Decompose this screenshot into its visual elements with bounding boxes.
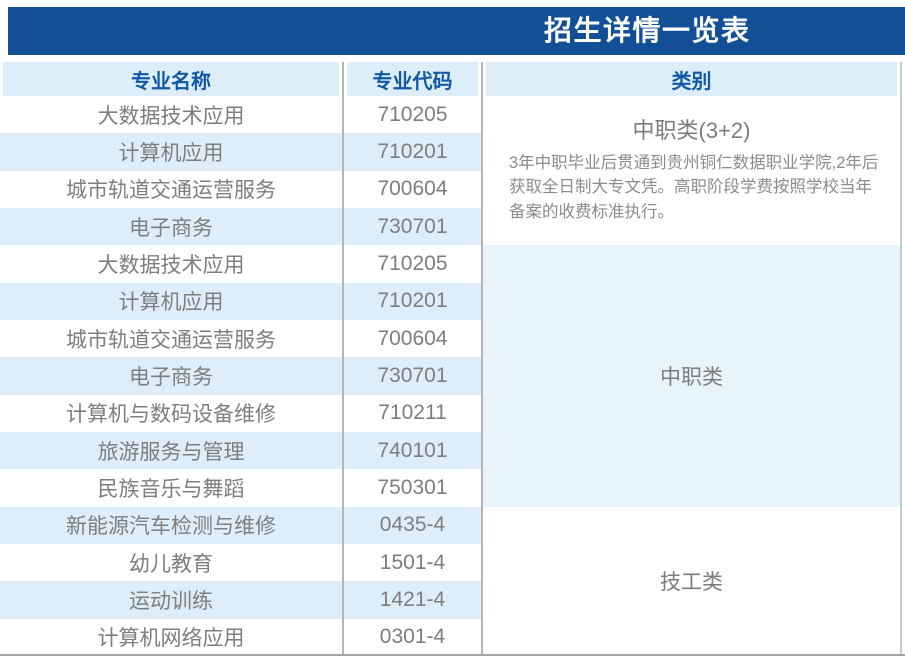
category-cell: 中职类	[481, 245, 901, 507]
table-row: 大数据技术应用 710205 中职类(3+2) 3年中职毕业后贯通到贵州铜仁数据职业学…	[0, 96, 901, 246]
category-label: 技工类	[660, 571, 723, 595]
table-row: 电子商务 730701	[0, 357, 901, 395]
major-code-cell: 730701	[342, 357, 482, 395]
column-header-major-code: 专业代码	[342, 62, 482, 96]
major-name-cell: 幼儿教育	[0, 543, 343, 582]
major-name-cell: 计算机与数码设备维修	[0, 394, 343, 432]
category-cell: 中职类(3+2) 3年中职毕业后贯通到贵州铜仁数据职业学院,2年后获取全日制大专文…	[481, 96, 901, 246]
major-name-cell: 电子商务	[0, 357, 343, 395]
table-row: 大数据技术应用 710205 中职类	[0, 245, 901, 507]
major-code-cell: 1501-4	[342, 543, 482, 582]
major-code-cell: 700604	[342, 170, 482, 208]
category-description: 3年中职毕业后贯通到贵州铜仁数据职业学院,2年后获取全日制大专文凭。高职阶段学费…	[509, 153, 879, 221]
table-row: 城市轨道交通运营服务 700604	[0, 170, 901, 208]
table-row: 运动训练 1421-4	[0, 581, 901, 619]
major-code-cell: 750301	[342, 469, 482, 507]
major-code-cell: 710205	[342, 96, 482, 134]
table-row: 计算机应用 710201	[0, 282, 901, 320]
major-name-cell: 运动训练	[0, 581, 343, 619]
table-row: 计算机与数码设备维修 710211	[0, 394, 901, 432]
major-code-cell: 710201	[342, 133, 482, 171]
page-title: 招生详情一览表	[544, 15, 751, 46]
category-cell: 技工类	[481, 506, 901, 656]
category-label: 中职类(3+2)	[632, 117, 751, 143]
major-code-cell: 710211	[342, 394, 482, 432]
major-code-cell: 0301-4	[342, 618, 482, 656]
major-name-cell: 民族音乐与舞蹈	[0, 469, 343, 507]
major-code-cell: 700604	[342, 319, 482, 358]
table-row: 幼儿教育 1501-4	[0, 543, 901, 582]
table-bottom-border	[0, 654, 905, 656]
header-row: 专业名称 专业代码 类别	[0, 62, 901, 96]
major-name-cell: 新能源汽车检测与维修	[0, 506, 343, 544]
major-name-cell: 城市轨道交通运营服务	[0, 170, 343, 208]
major-name-cell: 大数据技术应用	[0, 245, 343, 283]
major-code-cell: 740101	[342, 431, 482, 470]
major-name-cell: 旅游服务与管理	[0, 431, 343, 470]
category-label: 中职类	[660, 365, 723, 389]
table-row: 民族音乐与舞蹈 750301	[0, 469, 901, 507]
table-row: 旅游服务与管理 740101	[0, 431, 901, 470]
table-row: 电子商务 730701	[0, 207, 901, 246]
title-bar: 招生详情一览表	[8, 7, 905, 55]
major-name-cell: 电子商务	[0, 207, 343, 246]
table-row: 计算机应用 710201	[0, 133, 901, 171]
column-header-category: 类别	[481, 62, 901, 96]
major-name-cell: 计算机网络应用	[0, 618, 343, 656]
table-row: 新能源汽车检测与维修 0435-4 技工类	[0, 506, 901, 656]
major-name-cell: 大数据技术应用	[0, 96, 343, 134]
major-code-cell: 710201	[342, 282, 482, 320]
major-name-cell: 城市轨道交通运营服务	[0, 319, 343, 358]
column-header-major-name: 专业名称	[0, 62, 343, 96]
table-row: 城市轨道交通运营服务 700604	[0, 319, 901, 358]
major-code-cell: 0435-4	[342, 506, 482, 544]
major-name-cell: 计算机应用	[0, 133, 343, 171]
table-body: 大数据技术应用 710205 中职类(3+2) 3年中职毕业后贯通到贵州铜仁数据职业学…	[0, 96, 901, 656]
major-code-cell: 710205	[342, 245, 482, 283]
major-name-cell: 计算机应用	[0, 282, 343, 320]
major-code-cell: 1421-4	[342, 581, 482, 619]
table-row: 计算机网络应用 0301-4	[0, 618, 901, 656]
major-code-cell: 730701	[342, 207, 482, 246]
admissions-table: 专业名称 专业代码 类别 大数据技术应用 710205 中职类(3+2) 3年中职毕业…	[0, 62, 902, 656]
